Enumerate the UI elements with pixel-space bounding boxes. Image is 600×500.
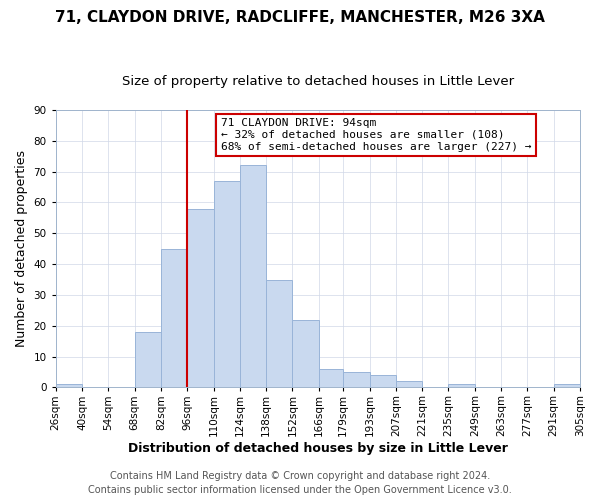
Bar [448,384,475,388]
Bar [554,384,580,388]
Bar [187,208,214,388]
Bar [266,280,292,388]
Text: 71 CLAYDON DRIVE: 94sqm
← 32% of detached houses are smaller (108)
68% of semi-d: 71 CLAYDON DRIVE: 94sqm ← 32% of detache… [221,118,532,152]
Bar [370,375,396,388]
Bar [292,320,319,388]
Bar [161,248,187,388]
Bar [134,332,161,388]
Text: 71, CLAYDON DRIVE, RADCLIFFE, MANCHESTER, M26 3XA: 71, CLAYDON DRIVE, RADCLIFFE, MANCHESTER… [55,10,545,25]
Text: Contains HM Land Registry data © Crown copyright and database right 2024.
Contai: Contains HM Land Registry data © Crown c… [88,471,512,495]
Bar [396,381,422,388]
Bar [214,181,240,388]
X-axis label: Distribution of detached houses by size in Little Lever: Distribution of detached houses by size … [128,442,508,455]
Bar [319,369,343,388]
Bar [56,384,82,388]
Bar [240,166,266,388]
Y-axis label: Number of detached properties: Number of detached properties [15,150,28,347]
Title: Size of property relative to detached houses in Little Lever: Size of property relative to detached ho… [122,75,514,88]
Bar [343,372,370,388]
